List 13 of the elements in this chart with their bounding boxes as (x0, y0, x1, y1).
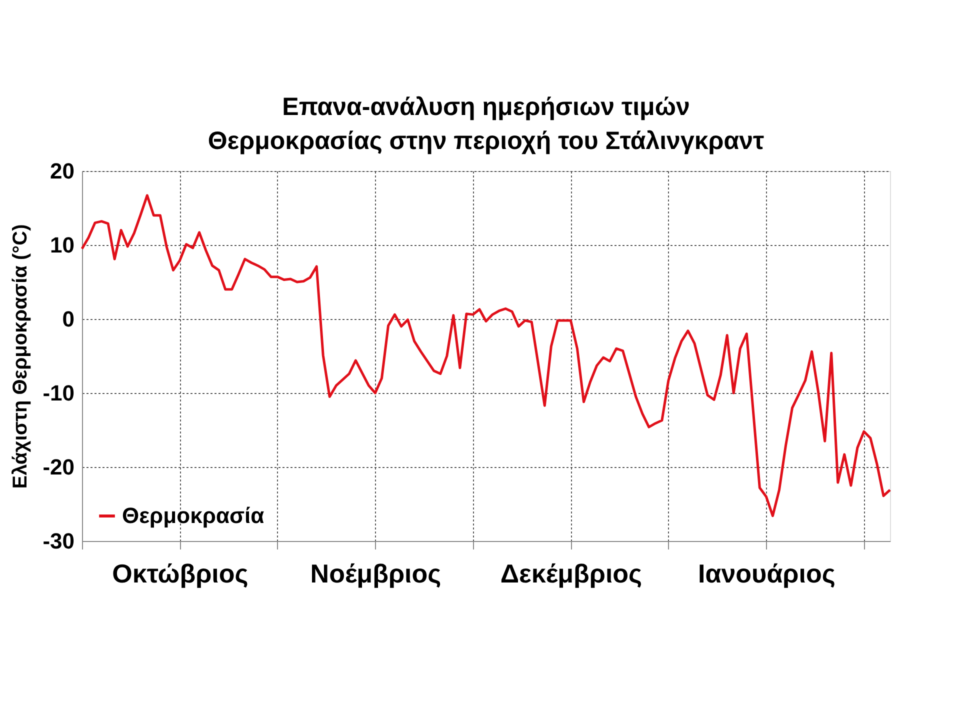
x-tick-label: Δεκέμβριος (500, 558, 642, 588)
y-tick-label: 0 (62, 306, 74, 332)
y-tick-label: -10 (42, 380, 74, 406)
y-axis-title: Ελάχιστη Θερμοκρασία (°C) (10, 224, 32, 489)
chart-title: Επανα-ανάλυση ημερήσιων τιμών Θερμοκρασίας στην περιοχή του Στάλινγκραντ (208, 93, 764, 155)
y-tick-label: 20 (50, 158, 74, 184)
y-tick-label: -20 (42, 454, 74, 480)
y-tick-label: -30 (42, 528, 74, 554)
x-tick-label: Ιανουάριος (698, 558, 836, 588)
y-tick-label: 10 (50, 232, 74, 258)
x-tick-label: Νοέμβριος (310, 558, 442, 588)
legend-label: Θερμοκρασία (122, 503, 265, 528)
x-tick-label: Οκτώβριος (112, 558, 248, 588)
